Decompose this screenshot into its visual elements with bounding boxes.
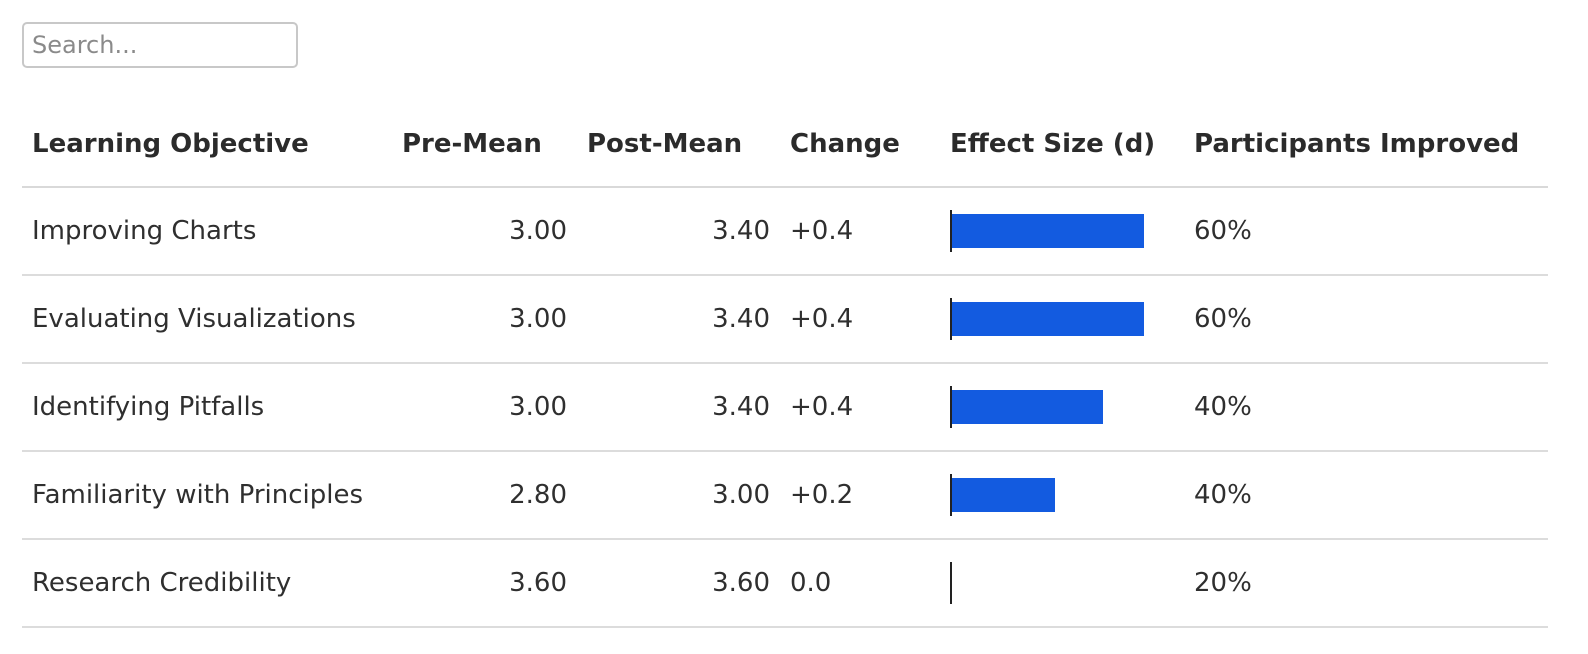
table-row: Evaluating Visualizations 3.00 3.40 +0.4… <box>22 275 1548 364</box>
search-input[interactable] <box>22 22 298 68</box>
cell-post-mean: 3.60 <box>577 539 780 628</box>
cell-objective: Familiarity with Principles <box>22 451 392 540</box>
cell-participants-improved: 60% <box>1184 275 1548 364</box>
header-effect-size[interactable]: Effect Size (d) <box>940 102 1184 188</box>
table-row: Improving Charts 3.00 3.40 +0.4 60% <box>22 187 1548 276</box>
cell-pre-mean: 3.00 <box>392 275 577 364</box>
header-post-mean[interactable]: Post-Mean <box>577 102 780 188</box>
table-row: Research Credibility 3.60 3.60 0.0 20% <box>22 539 1548 628</box>
cell-effect-size <box>940 363 1184 452</box>
table-row: Identifying Pitfalls 3.00 3.40 +0.4 40% <box>22 363 1548 452</box>
header-participants-improved[interactable]: Participants Improved <box>1184 102 1548 188</box>
table-row: Familiarity with Principles 2.80 3.00 +0… <box>22 451 1548 540</box>
cell-change: +0.4 <box>780 363 940 452</box>
effect-baseline <box>950 386 952 428</box>
cell-effect-size <box>940 187 1184 276</box>
cell-pre-mean: 3.00 <box>392 187 577 276</box>
header-learning-objective[interactable]: Learning Objective <box>22 102 392 188</box>
cell-effect-size <box>940 451 1184 540</box>
table-header-row: Learning Objective Pre-Mean Post-Mean Ch… <box>22 102 1548 188</box>
cell-participants-improved: 20% <box>1184 539 1548 628</box>
effect-bar <box>952 302 1144 336</box>
cell-participants-improved: 40% <box>1184 363 1548 452</box>
cell-post-mean: 3.40 <box>577 275 780 364</box>
cell-objective: Research Credibility <box>22 539 392 628</box>
cell-post-mean: 3.40 <box>577 187 780 276</box>
cell-objective: Improving Charts <box>22 187 392 276</box>
header-change[interactable]: Change <box>780 102 940 188</box>
cell-post-mean: 3.40 <box>577 363 780 452</box>
cell-participants-improved: 60% <box>1184 187 1548 276</box>
cell-objective: Evaluating Visualizations <box>22 275 392 364</box>
effect-baseline <box>950 562 952 604</box>
effect-bar <box>952 214 1144 248</box>
cell-pre-mean: 2.80 <box>392 451 577 540</box>
effect-baseline <box>950 210 952 252</box>
cell-objective: Identifying Pitfalls <box>22 363 392 452</box>
effect-bar <box>952 390 1103 424</box>
objectives-table: Learning Objective Pre-Mean Post-Mean Ch… <box>22 102 1548 628</box>
header-pre-mean[interactable]: Pre-Mean <box>392 102 577 188</box>
cell-pre-mean: 3.60 <box>392 539 577 628</box>
cell-change: 0.0 <box>780 539 940 628</box>
effect-baseline <box>950 474 952 516</box>
cell-change: +0.2 <box>780 451 940 540</box>
cell-effect-size <box>940 539 1184 628</box>
cell-effect-size <box>940 275 1184 364</box>
cell-participants-improved: 40% <box>1184 451 1548 540</box>
effect-baseline <box>950 298 952 340</box>
effect-bar <box>952 478 1055 512</box>
cell-change: +0.4 <box>780 275 940 364</box>
cell-pre-mean: 3.00 <box>392 363 577 452</box>
cell-post-mean: 3.00 <box>577 451 780 540</box>
cell-change: +0.4 <box>780 187 940 276</box>
